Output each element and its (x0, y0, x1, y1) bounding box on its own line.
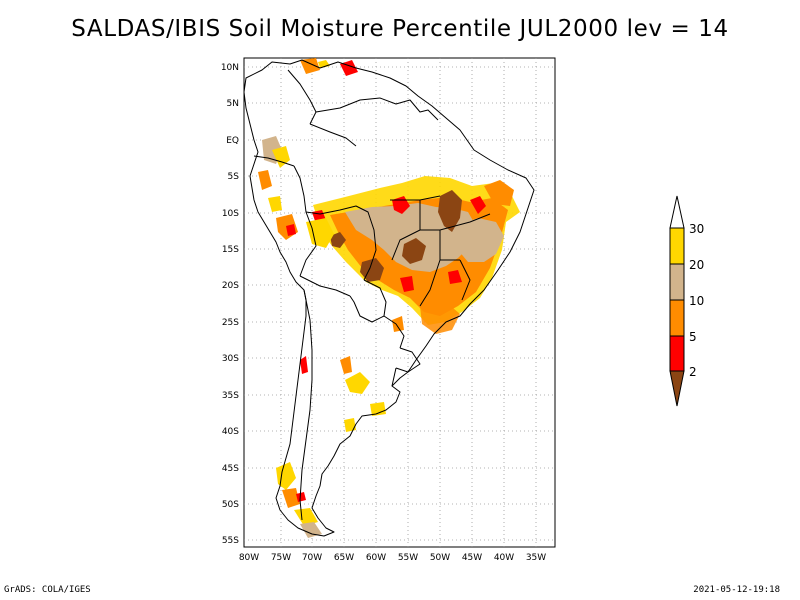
shade-south-brazil (420, 302, 460, 334)
shade-ne-coast (484, 180, 514, 206)
percentile-shading (258, 58, 520, 538)
lon-label: 35W (526, 553, 546, 563)
border-uruguay (395, 347, 421, 373)
lat-label: 35S (222, 391, 239, 401)
latitude-labels: 10N 5N EQ 5S 10S 15S 20S 25S 30S 35S 40S… (221, 63, 239, 546)
colorbar-labels: 30 20 10 5 2 (689, 222, 704, 379)
border-ecuador-peru (253, 155, 295, 167)
shade-pat-4 (300, 522, 322, 538)
shade-peru-4 (286, 224, 296, 236)
shade-arg-1 (340, 356, 352, 374)
shade-arg-4 (300, 356, 308, 374)
shade-lt2-center (402, 238, 426, 264)
colorbar (669, 195, 685, 407)
shade-pat-3 (294, 508, 318, 526)
shade-lt2-midwest (330, 232, 346, 248)
shade-peru-1 (258, 170, 272, 190)
border-argentina-uruguay (391, 367, 397, 387)
lat-label: 15S (222, 245, 239, 255)
shade-2to5-c (400, 276, 414, 292)
footer-timestamp: 2021-05-12-19:18 (693, 585, 780, 595)
state-borders-brazil (390, 195, 491, 307)
lat-label: 10S (222, 209, 239, 219)
shade-arg-3 (370, 402, 386, 416)
lat-label: 45S (222, 464, 239, 474)
colorbar-segment-2to5 (669, 335, 685, 372)
map-frame (243, 57, 556, 548)
colorbar-label: 20 (689, 258, 704, 272)
shade-2to5-e (448, 270, 462, 284)
lon-label: 55W (398, 553, 418, 563)
lon-label: 75W (271, 553, 291, 563)
longitude-labels: 80W 75W 70W 65W 60W 55W 50W 45W 40W 35W (239, 553, 546, 563)
shade-pat-2 (282, 488, 300, 508)
shade-bolivia (306, 218, 334, 248)
shade-north-1 (300, 58, 320, 74)
lat-label: 20S (222, 281, 239, 291)
border-bolivia-chile-arg (299, 275, 351, 297)
shade-colombia-y (272, 146, 290, 168)
border-guianas (379, 97, 439, 121)
lon-label: 40W (494, 553, 514, 563)
colorbar-segment-5to10 (669, 299, 685, 337)
shade-pat-1 (276, 462, 296, 490)
colorbar-segment-10to20 (669, 263, 685, 301)
colorbar-segment-gt30 (669, 195, 685, 229)
border-colombia-venezuela (287, 69, 317, 125)
lat-label: 5S (228, 172, 240, 182)
lat-label: 5N (227, 99, 239, 109)
shade-peru-2 (268, 196, 282, 212)
colorbar-label: 2 (689, 365, 697, 379)
lon-label: 45W (462, 553, 482, 563)
lon-label: 70W (302, 553, 322, 563)
lat-label: 50S (222, 500, 239, 510)
lon-label: 80W (239, 553, 259, 563)
border-colombia-brazil (309, 123, 357, 147)
colorbar-segment-20to30 (669, 227, 685, 265)
lat-label: 55S (222, 536, 239, 546)
border-bolivia-brazil (319, 205, 377, 281)
shade-arg-5 (344, 418, 356, 432)
border-venezuela-brazil (315, 97, 381, 113)
lat-label: 30S (222, 354, 239, 364)
border-peru-bolivia (299, 211, 317, 277)
colorbar-label: 5 (689, 330, 697, 344)
coastline-south-america (244, 59, 535, 537)
lon-label: 50W (430, 553, 450, 563)
map-title: SALDAS/IBIS Soil Moisture Percentile JUL… (71, 16, 729, 42)
lat-label: 25S (222, 318, 239, 328)
border-argentina-brazil (383, 315, 405, 349)
border-peru-brazil (293, 165, 321, 215)
shade-10to20-east (455, 218, 504, 262)
colorbar-segment-lt2 (669, 370, 685, 407)
colorbar-label: 10 (689, 294, 704, 308)
lat-label: 40S (222, 427, 239, 437)
border-chile-argentina (299, 289, 313, 521)
colorbar-label: 30 (689, 222, 704, 236)
shade-2to5-b (470, 196, 486, 214)
shade-arg-2 (345, 372, 370, 394)
lat-label: EQ (226, 136, 239, 146)
map-borders (244, 59, 535, 537)
shade-arg-6 (392, 316, 404, 332)
lon-label: 65W (334, 553, 354, 563)
shade-pat-5 (296, 492, 306, 502)
shade-lt2-north (438, 190, 462, 232)
border-paraguay (349, 279, 387, 323)
lon-label: 60W (366, 553, 386, 563)
lat-label: 10N (221, 63, 239, 73)
footer-credit: GrADS: COLA/IGES (4, 585, 91, 595)
